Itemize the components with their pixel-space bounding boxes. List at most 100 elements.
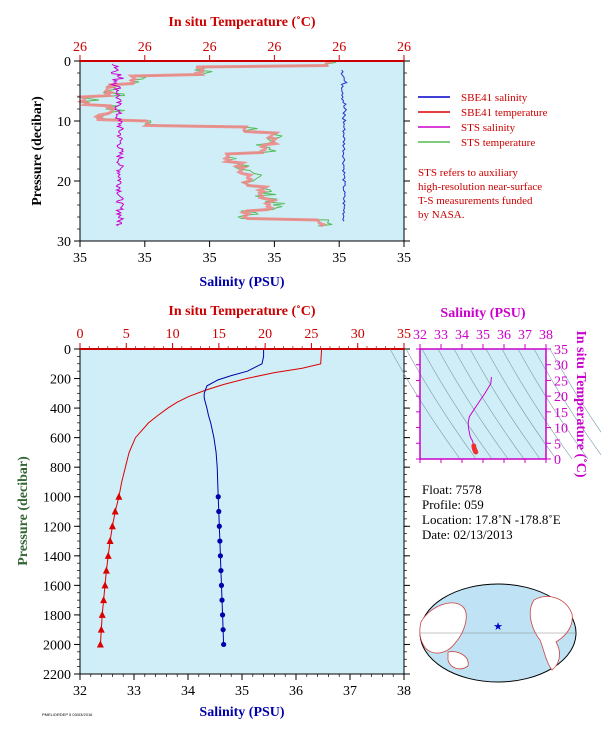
main-sal-tick-label: 35 [235,684,249,699]
top-profile-traces [76,59,348,228]
sbe41-salinity-trace [340,69,348,222]
main-temp-tick-label: 25 [304,327,318,342]
ts-density-contour [517,348,589,460]
footer-credit: PMEL/DRDEP 5 03/03/2016 [42,712,93,717]
ts-density-contour [453,348,525,460]
temperature-deep-point [102,566,110,574]
salinity-deep-point [215,494,221,500]
main-sal-tick-label: 38 [397,684,411,699]
main-temp-tick-label: 10 [166,327,180,342]
ts-plot-background [420,349,546,459]
main-pressure-tick-label: 400 [50,402,71,417]
main-pressure-tick-label: 1800 [43,609,71,624]
top-sal-tick-label: 35 [73,251,87,266]
main-pressure-tick-label: 800 [50,461,71,476]
top-pressure-tick-label: 10 [57,115,71,130]
main-pressure-tick-label: 0 [64,343,71,358]
ts-density-contour [501,348,573,460]
sts-note-line-1: STS refers to auxiliary [418,167,518,179]
sbe41-temperature-trace [76,59,334,228]
map-asia-landmass [419,602,467,654]
ts-density-contour [389,348,461,460]
profile-date: Date: 02/13/2013 [422,527,513,542]
main-temp-tick-label: 20 [258,327,272,342]
temperature-deep-point [115,492,123,500]
top-sal-tick-label: 35 [267,251,281,266]
top-temp-tick-label: 26 [73,40,87,55]
sts-note-line-4: by NASA. [418,209,465,221]
ts-density-contour [405,348,477,460]
top-pressure-tick-label: 0 [64,55,71,70]
legend-sts-temperature: STS temperature [461,137,535,149]
float-number: Float: 7578 [422,482,482,497]
main-sal-tick-label: 36 [289,684,303,699]
top-temp-tick-label: 26 [267,40,281,55]
map-americas-landmass [529,596,573,671]
salinity-deep-point [217,553,223,559]
main-sal-tick-label: 33 [127,684,141,699]
salinity-deep-point [221,641,227,648]
ts-sal-tick-label: 38 [539,328,553,343]
temperature-deep-point [101,581,109,589]
temperature-deep-point [96,640,104,648]
top-pressure-axis-label: Pressure (decibar) [30,96,45,206]
main-pressure-tick-label: 600 [50,432,71,447]
float-location: Location: 17.8˚N -178.8˚E [422,512,561,527]
ts-curve [467,377,492,446]
ts-density-contour [549,348,601,433]
salinity-deep-point [216,523,222,529]
top-pressure-tick-label: 30 [57,235,71,250]
sts-salinity-trace [109,63,125,227]
ts-temperature-axis-label: In situ Temperature (˚C) [573,330,588,477]
temperature-deep-point [108,522,116,530]
ts-sal-tick-label: 33 [434,328,448,343]
top-legend: SBE41 salinity SBE41 temperature STS sal… [418,92,548,221]
ts-density-contour [437,348,509,460]
top-sal-tick-label: 35 [138,251,152,266]
main-pressure-tick-label: 2000 [43,638,71,653]
top-sal-tick-label: 35 [332,251,346,266]
near-surface-panel: 26 26 26 26 26 26 35 35 35 35 35 35 0 10 20 30 In situ … [30,15,548,290]
sts-note-line-2: high-resolution near-surface [418,181,542,193]
salinity-profile-line [203,349,265,645]
main-temp-tick-label: 0 [77,327,84,342]
ts-temp-tick-label: 5 [554,437,561,452]
map-australia-landmass [447,651,469,670]
top-temp-tick-label: 26 [203,40,217,55]
salinity-deep-point [219,612,226,618]
temperature-deep-point [98,610,106,618]
ts-salinity-axis-label: Salinity (PSU) [440,306,526,321]
ts-sal-tick-label: 37 [518,328,532,343]
main-pressure-axis-label: Pressure (decibar) [16,456,31,566]
ts-density-contour [421,348,493,460]
ts-sal-tick-label: 34 [455,328,469,343]
ts-temp-tick-label: 0 [554,453,561,468]
salinity-deep-point [216,508,222,515]
main-salinity-axis-label: Salinity (PSU) [199,705,285,720]
main-pressure-tick-label: 1200 [43,520,71,535]
main-axis-ticks: 0 5 10 15 20 25 30 35 32 33 34 35 36 37 38 0 200 400 600 80… [43,327,411,699]
locator-map: ★ [419,583,577,683]
temperature-deep-point [104,551,112,559]
ts-temp-tick-label: 10 [554,422,568,437]
salinity-deep-point [220,627,226,633]
ts-sal-tick-label: 32 [413,328,427,343]
temperature-deep-point [111,507,119,515]
main-temp-tick-label: 5 [123,327,130,342]
salinity-deep-point [217,538,223,544]
main-pressure-tick-label: 1000 [43,491,71,506]
ts-sal-tick-label: 35 [476,328,490,343]
main-plot-background [80,349,404,674]
top-plot-background [80,61,404,241]
main-pressure-tick-label: 2200 [43,668,71,683]
sts-note-line-3: T-S measurements funded [418,195,533,207]
salinity-deep-point [219,597,225,603]
temperature-deep-point [106,537,114,545]
ts-temp-tick-label: 35 [554,343,568,358]
top-temp-tick-label: 26 [332,40,346,55]
top-pressure-tick-label: 20 [57,175,71,190]
legend-sbe41-temperature: SBE41 temperature [461,107,548,119]
